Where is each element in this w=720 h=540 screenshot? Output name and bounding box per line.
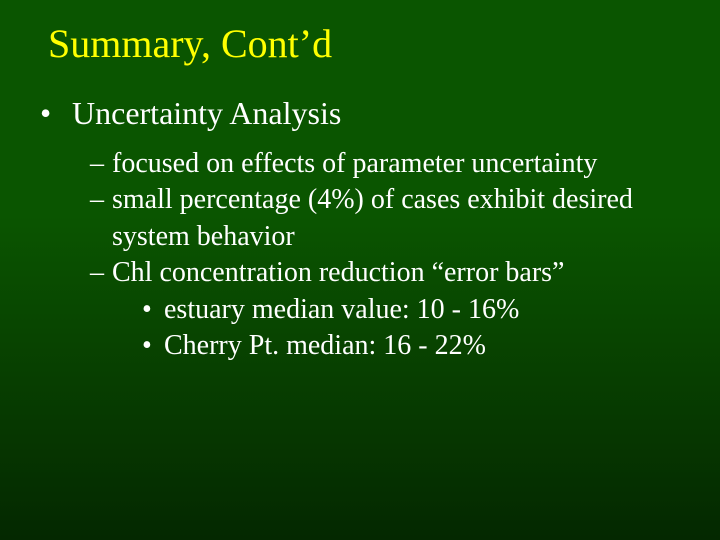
- bullet-level3: • estuary median value: 10 - 16%: [142, 292, 680, 328]
- bullet-marker: •: [142, 292, 164, 328]
- bullet-text: small percentage (4%) of cases exhibit d…: [112, 182, 680, 255]
- bullet-marker: •: [40, 95, 72, 132]
- dash-marker: –: [90, 182, 112, 255]
- bullet-text: Chl concentration reduction “error bars”: [112, 255, 680, 291]
- bullet-level2: – Chl concentration reduction “error bar…: [90, 255, 680, 291]
- slide-container: Summary, Cont’d • Uncertainty Analysis –…: [0, 0, 720, 384]
- bullet-text: estuary median value: 10 - 16%: [164, 292, 680, 328]
- bullet-text: Cherry Pt. median: 16 - 22%: [164, 328, 680, 364]
- slide-title: Summary, Cont’d: [48, 20, 680, 67]
- bullet-text: focused on effects of parameter uncertai…: [112, 146, 680, 182]
- bullet-level2: – small percentage (4%) of cases exhibit…: [90, 182, 680, 255]
- dash-marker: –: [90, 146, 112, 182]
- bullet-level1: • Uncertainty Analysis: [40, 95, 680, 132]
- bullet-marker: •: [142, 328, 164, 364]
- dash-marker: –: [90, 255, 112, 291]
- bullet-text: Uncertainty Analysis: [72, 95, 341, 132]
- bullet-level3: • Cherry Pt. median: 16 - 22%: [142, 328, 680, 364]
- bullet-level2: – focused on effects of parameter uncert…: [90, 146, 680, 182]
